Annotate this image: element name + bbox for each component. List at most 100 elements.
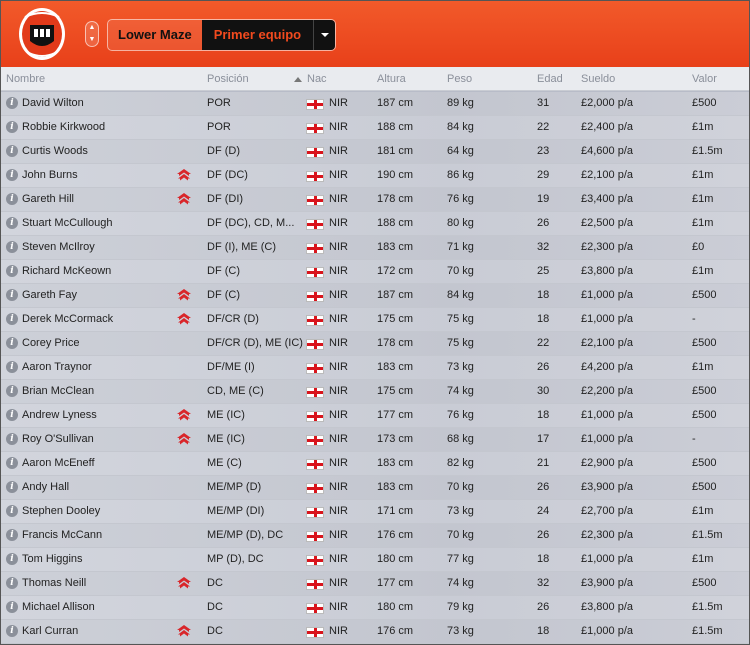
club-crest-icon[interactable] <box>17 7 67 61</box>
table-row[interactable]: i Michael Allison DC NIR 180 cm 79 kg 26 £3,800… <box>1 596 749 620</box>
northern-ireland-flag-icon <box>306 483 324 494</box>
player-wage: £3,900 p/a <box>581 577 633 589</box>
info-icon[interactable]: i <box>6 409 18 421</box>
col-header-weight[interactable]: Peso <box>447 73 473 85</box>
player-name[interactable]: Roy O'Sullivan <box>22 433 94 445</box>
table-row[interactable]: i Richard McKeown DF (C) NIR 172 cm 70 kg 25 £3… <box>1 260 749 284</box>
table-row[interactable]: i Andrew Lyness ME (IC) NIR 177 cm 76 kg 18 £1,… <box>1 404 749 428</box>
player-name[interactable]: Michael Allison <box>22 601 95 613</box>
player-age: 32 <box>537 241 550 253</box>
player-wage: £1,000 p/a <box>581 553 633 565</box>
info-icon[interactable]: i <box>6 217 18 229</box>
info-icon[interactable]: i <box>6 265 18 277</box>
table-row[interactable]: i Corey Price DF/CR (D), ME (IC) NIR 178 cm 7… <box>1 332 749 356</box>
home-grown-icon <box>177 625 191 637</box>
player-name[interactable]: Corey Price <box>22 337 80 349</box>
player-name[interactable]: Francis McCann <box>22 529 103 541</box>
info-icon[interactable]: i <box>6 529 18 541</box>
player-name[interactable]: Aaron McEneff <box>22 457 95 469</box>
player-name[interactable]: Andrew Lyness <box>22 409 97 421</box>
table-row[interactable]: i Thomas Neill DC NIR 177 cm 74 kg 32 £3,900 p/… <box>1 572 749 596</box>
table-row[interactable]: i Robbie Kirkwood POR NIR 188 cm 84 kg 22 £2,40… <box>1 116 749 140</box>
home-grown-icon <box>177 313 191 325</box>
col-header-height[interactable]: Altura <box>377 73 406 85</box>
player-value: £500 <box>692 385 717 397</box>
chevron-down-icon[interactable]: ▼ <box>88 36 96 43</box>
info-icon[interactable]: i <box>6 361 18 373</box>
player-position: ME (IC) <box>207 433 245 445</box>
player-name[interactable]: Stephen Dooley <box>22 505 101 517</box>
player-height: 177 cm <box>377 409 414 421</box>
col-header-nationality[interactable]: Nac <box>307 73 327 85</box>
table-row[interactable]: i Karl Curran DC NIR 176 cm 73 kg 18 £1,000 p/a… <box>1 620 749 644</box>
player-name[interactable]: Gareth Hill <box>22 193 74 205</box>
player-name[interactable]: Gareth Fay <box>22 289 78 301</box>
player-weight: 80 kg <box>447 217 474 229</box>
table-row[interactable]: i Andy Hall ME/MP (D) NIR 183 cm 70 kg 26 £3,90… <box>1 476 749 500</box>
col-header-age[interactable]: Edad <box>537 73 563 85</box>
table-row[interactable]: i Aaron Traynor DF/ME (I) NIR 183 cm 73 kg 26 £… <box>1 356 749 380</box>
club-name-button[interactable]: Lower Maze <box>118 27 192 42</box>
table-row[interactable]: i John Burns DF (DC) NIR 190 cm 86 kg 29 £2,100… <box>1 164 749 188</box>
player-name[interactable]: Tom Higgins <box>22 553 83 565</box>
player-height: 183 cm <box>377 457 414 469</box>
player-height: 180 cm <box>377 553 414 565</box>
table-row[interactable]: i Gareth Fay DF (C) NIR 187 cm 84 kg 18 £1,000 … <box>1 284 749 308</box>
table-row[interactable]: i Brian McClean CD, ME (C) NIR 175 cm 74 kg 30… <box>1 380 749 404</box>
col-header-wage[interactable]: Sueldo <box>581 73 616 85</box>
table-row[interactable]: i Tom Higgins MP (D), DC NIR 180 cm 77 kg 18 £1… <box>1 548 749 572</box>
info-icon[interactable]: i <box>6 97 18 109</box>
info-icon[interactable]: i <box>6 121 18 133</box>
player-name[interactable]: Steven McIlroy <box>22 241 95 253</box>
info-icon[interactable]: i <box>6 145 18 157</box>
player-name[interactable]: Karl Curran <box>22 625 79 637</box>
table-row[interactable]: i Aaron McEneff ME (C) NIR 183 cm 82 kg 21 £2,9… <box>1 452 749 476</box>
info-icon[interactable]: i <box>6 241 18 253</box>
info-icon[interactable]: i <box>6 193 18 205</box>
table-row[interactable]: i Stuart McCullough DF (DC), CD, M... NIR 18… <box>1 212 749 236</box>
col-header-value[interactable]: Valor <box>692 73 717 85</box>
info-icon[interactable]: i <box>6 457 18 469</box>
player-name[interactable]: Andy Hall <box>22 481 70 493</box>
info-icon[interactable]: i <box>6 553 18 565</box>
info-icon[interactable]: i <box>6 625 18 637</box>
club-stepper[interactable]: ▲ ▼ <box>85 21 99 47</box>
player-name[interactable]: Aaron Traynor <box>22 361 92 373</box>
player-name[interactable]: Thomas Neill <box>22 577 87 589</box>
table-row[interactable]: i Roy O'Sullivan ME (IC) NIR 173 cm 68 kg 17 £1… <box>1 428 749 452</box>
info-icon[interactable]: i <box>6 433 18 445</box>
table-row[interactable]: i Steven McIlroy DF (I), ME (C) NIR 183 cm 71… <box>1 236 749 260</box>
col-header-name[interactable]: Nombre <box>6 73 46 85</box>
player-name[interactable]: Robbie Kirkwood <box>22 121 106 133</box>
info-icon[interactable]: i <box>6 481 18 493</box>
info-icon[interactable]: i <box>6 337 18 349</box>
info-icon[interactable]: i <box>6 313 18 325</box>
player-name[interactable]: Brian McClean <box>22 385 95 397</box>
player-weight: 73 kg <box>447 505 474 517</box>
col-header-position[interactable]: Posición <box>207 73 249 85</box>
player-name[interactable]: John Burns <box>22 169 78 181</box>
table-row[interactable]: i Stephen Dooley ME/MP (DI) NIR 171 cm 73 kg 2… <box>1 500 749 524</box>
player-name[interactable]: Curtis Woods <box>22 145 88 157</box>
info-icon[interactable]: i <box>6 505 18 517</box>
northern-ireland-flag-icon <box>306 123 324 134</box>
info-icon[interactable]: i <box>6 601 18 613</box>
info-icon[interactable]: i <box>6 577 18 589</box>
table-row[interactable]: i Derek McCormack DF/CR (D) NIR 175 cm 75 kg 1… <box>1 308 749 332</box>
team-dropdown-button[interactable] <box>313 20 336 50</box>
player-name[interactable]: Derek McCormack <box>22 313 114 325</box>
chevron-up-icon[interactable]: ▲ <box>88 24 96 31</box>
table-row[interactable]: i Francis McCann ME/MP (D), DC NIR 176 cm 70 … <box>1 524 749 548</box>
player-wage: £1,000 p/a <box>581 313 633 325</box>
player-name[interactable]: Stuart McCullough <box>22 217 113 229</box>
team-name-button[interactable]: Primer equipo <box>201 20 314 50</box>
table-row[interactable]: i David Wilton POR NIR 187 cm 89 kg 31 £2,000 p… <box>1 92 749 116</box>
info-icon[interactable]: i <box>6 289 18 301</box>
info-icon[interactable]: i <box>6 385 18 397</box>
player-name[interactable]: Richard McKeown <box>22 265 112 277</box>
player-nationality: NIR <box>329 385 348 397</box>
table-row[interactable]: i Gareth Hill DF (DI) NIR 178 cm 76 kg 19 £3,40… <box>1 188 749 212</box>
table-row[interactable]: i Curtis Woods DF (D) NIR 181 cm 64 kg 23 £4,60… <box>1 140 749 164</box>
info-icon[interactable]: i <box>6 169 18 181</box>
player-name[interactable]: David Wilton <box>22 97 84 109</box>
